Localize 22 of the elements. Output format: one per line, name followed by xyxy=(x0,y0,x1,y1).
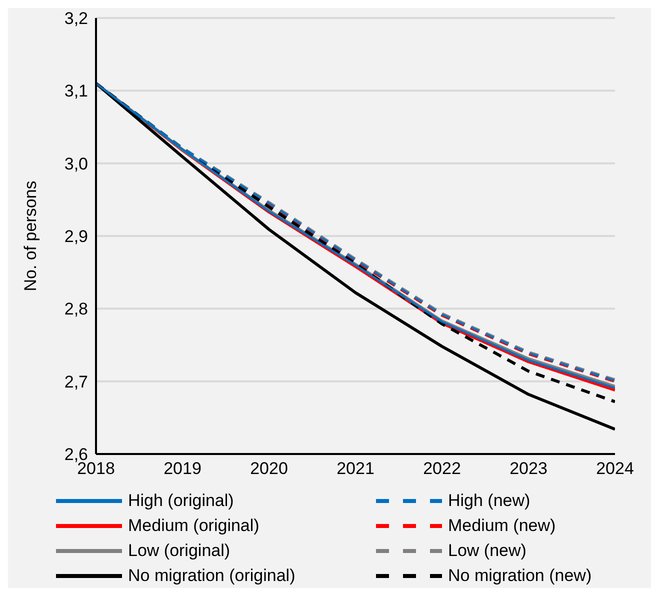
y-tick-label: 3,0 xyxy=(64,154,88,174)
legend-label: Low (new) xyxy=(448,540,526,560)
legend-label: High (new) xyxy=(448,490,530,510)
y-axis-title: No. of persons xyxy=(21,180,40,292)
y-tick-label: 3,1 xyxy=(64,82,88,101)
x-tick-label: 2020 xyxy=(250,459,288,478)
x-tick-label: 2019 xyxy=(164,459,202,478)
y-tick-label: 2,7 xyxy=(64,372,88,392)
legend-label: Medium (original) xyxy=(128,516,260,536)
y-tick-label: 2,8 xyxy=(64,300,88,319)
legend-label: No migration (original) xyxy=(128,566,296,586)
x-tick-label: 2018 xyxy=(77,459,115,478)
x-tick-label: 2022 xyxy=(423,459,461,478)
x-tick-label: 2024 xyxy=(596,459,634,478)
legend-label: No migration (new) xyxy=(448,566,592,586)
legend-label: Low (original) xyxy=(128,540,230,560)
y-tick-label: 3,2 xyxy=(64,9,88,28)
x-tick-label: 2023 xyxy=(510,459,548,478)
y-tick-label: 2,9 xyxy=(64,227,88,246)
legend-label: Medium (new) xyxy=(448,516,556,536)
legend-label: High (original) xyxy=(128,490,234,510)
x-tick-label: 2021 xyxy=(336,459,374,478)
